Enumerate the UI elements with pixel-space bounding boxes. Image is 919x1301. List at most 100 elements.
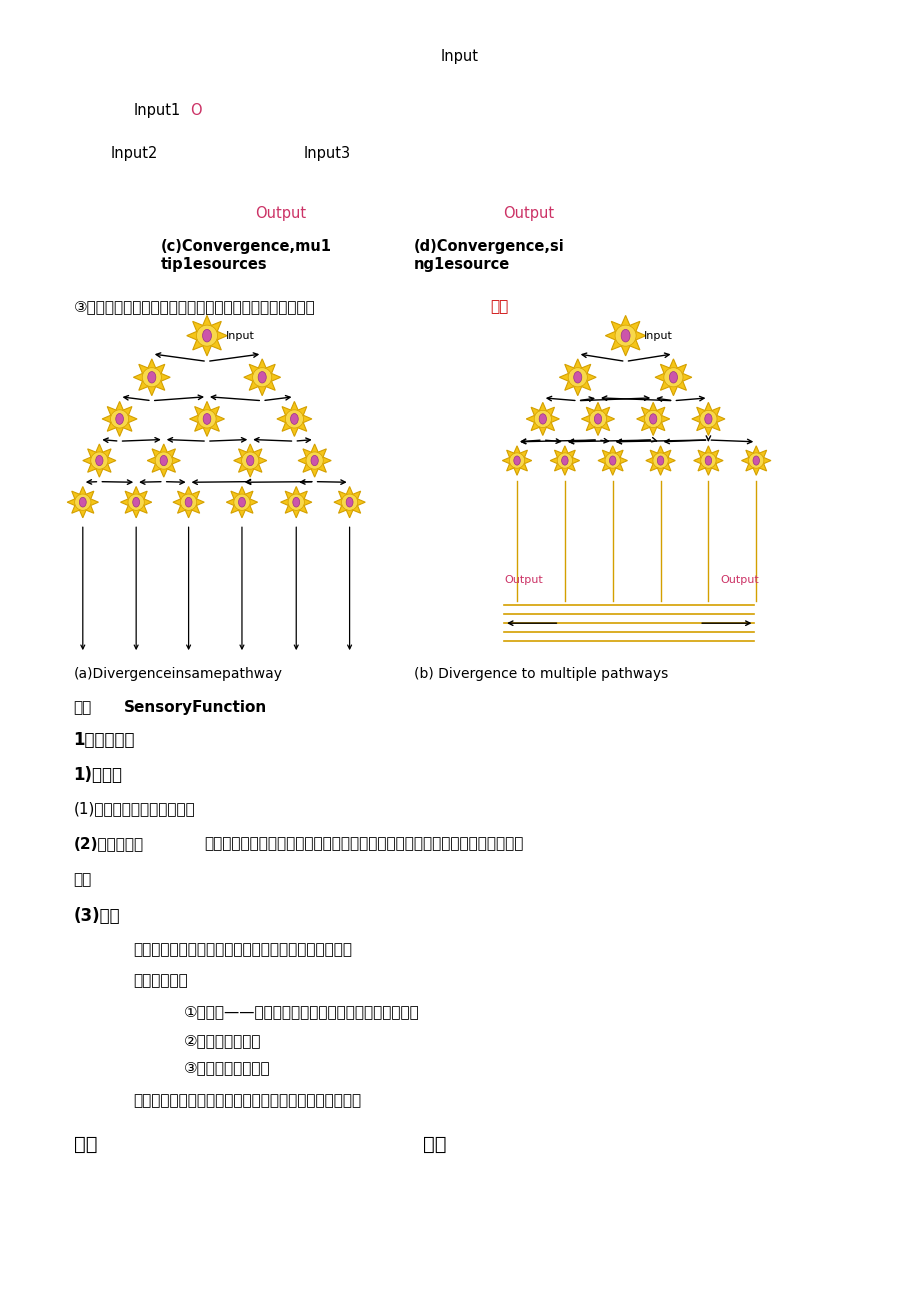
- Polygon shape: [187, 315, 227, 356]
- Polygon shape: [334, 487, 365, 518]
- Circle shape: [96, 455, 103, 466]
- Ellipse shape: [568, 368, 586, 386]
- Polygon shape: [550, 446, 579, 475]
- Polygon shape: [233, 444, 267, 477]
- Polygon shape: [502, 446, 531, 475]
- Text: (b) Divergence to multiple pathways: (b) Divergence to multiple pathways: [414, 667, 667, 682]
- Polygon shape: [298, 444, 331, 477]
- Text: 1)浅感觉: 1)浅感觉: [74, 766, 122, 785]
- Polygon shape: [280, 487, 312, 518]
- Ellipse shape: [306, 451, 323, 470]
- Polygon shape: [581, 402, 614, 436]
- Circle shape: [539, 414, 546, 424]
- Circle shape: [346, 497, 353, 507]
- Text: (a)Divergenceinsamepathway: (a)Divergenceinsamepathway: [74, 667, 282, 682]
- Circle shape: [148, 372, 155, 382]
- Ellipse shape: [91, 451, 108, 470]
- Circle shape: [752, 455, 759, 466]
- Ellipse shape: [644, 410, 661, 428]
- Circle shape: [116, 414, 123, 424]
- Ellipse shape: [652, 453, 667, 468]
- Text: Input3: Input3: [303, 146, 350, 161]
- Text: (1)定义：痛、温、触、压觉: (1)定义：痛、温、触、压觉: [74, 801, 195, 817]
- Ellipse shape: [341, 494, 357, 510]
- Ellipse shape: [198, 410, 216, 428]
- Ellipse shape: [699, 410, 716, 428]
- Ellipse shape: [589, 410, 606, 428]
- Polygon shape: [226, 487, 257, 518]
- Polygon shape: [189, 402, 224, 436]
- Text: ②没有特异性刺激: ②没有特异性刺激: [184, 1033, 261, 1049]
- Text: ③分散：一个神经元将信息传递给多个神经元，导致信息的: ③分散：一个神经元将信息传递给多个神经元，导致信息的: [74, 299, 315, 315]
- Text: 三、: 三、: [74, 700, 92, 716]
- Ellipse shape: [534, 410, 550, 428]
- Polygon shape: [741, 446, 770, 475]
- Ellipse shape: [155, 451, 172, 470]
- Polygon shape: [645, 446, 675, 475]
- Circle shape: [594, 414, 601, 424]
- Circle shape: [202, 329, 211, 342]
- Text: Input: Input: [643, 330, 672, 341]
- Polygon shape: [67, 487, 98, 518]
- Circle shape: [669, 372, 676, 382]
- Text: Input2: Input2: [110, 146, 157, 161]
- Text: Input1: Input1: [133, 103, 180, 118]
- Polygon shape: [102, 402, 137, 436]
- Polygon shape: [597, 446, 627, 475]
- Text: SensoryFunction: SensoryFunction: [124, 700, 267, 716]
- Circle shape: [649, 414, 656, 424]
- Circle shape: [203, 414, 210, 424]
- Ellipse shape: [74, 494, 91, 510]
- Ellipse shape: [748, 453, 763, 468]
- Ellipse shape: [605, 453, 619, 468]
- Circle shape: [704, 414, 711, 424]
- Circle shape: [704, 455, 711, 466]
- Circle shape: [292, 497, 300, 507]
- Text: 异。: 异。: [74, 872, 92, 887]
- Polygon shape: [605, 315, 645, 356]
- Ellipse shape: [664, 368, 682, 386]
- Ellipse shape: [197, 325, 217, 346]
- Text: (c)Convergence,mu1
tip1esources: (c)Convergence,mu1 tip1esources: [161, 239, 332, 272]
- Ellipse shape: [242, 451, 258, 470]
- Text: 放大: 放大: [490, 299, 508, 315]
- Polygon shape: [147, 444, 180, 477]
- Ellipse shape: [509, 453, 524, 468]
- Ellipse shape: [615, 325, 635, 346]
- Text: (2)两点辨别：: (2)两点辨别：: [74, 837, 143, 852]
- Polygon shape: [244, 359, 280, 396]
- Text: 快痛: 快痛: [74, 1134, 97, 1154]
- Polygon shape: [120, 487, 152, 518]
- Circle shape: [573, 372, 581, 382]
- Circle shape: [311, 455, 318, 466]
- Circle shape: [513, 455, 520, 466]
- Text: Input: Input: [440, 49, 479, 65]
- Text: Output: Output: [720, 575, 758, 585]
- Text: (d)Convergence,si
ng1esource: (d)Convergence,si ng1esource: [414, 239, 564, 272]
- Polygon shape: [133, 359, 170, 396]
- Text: O: O: [190, 103, 202, 118]
- Text: Output: Output: [255, 206, 306, 221]
- Circle shape: [160, 455, 167, 466]
- Ellipse shape: [180, 494, 197, 510]
- Polygon shape: [83, 444, 116, 477]
- Text: ③基本没有适应现象: ③基本没有适应现象: [184, 1060, 270, 1076]
- Text: 感受器：痛觉感受器，即裸露神经末梢、慢适应感受器: 感受器：痛觉感受器，即裸露神经末梢、慢适应感受器: [133, 942, 352, 958]
- Circle shape: [620, 329, 630, 342]
- Text: Output: Output: [503, 206, 554, 221]
- Polygon shape: [526, 402, 559, 436]
- Text: ①多样性——各种刺激类型达到阈値后都可以引起痛觉: ①多样性——各种刺激类型达到阈値后都可以引起痛觉: [184, 1004, 419, 1020]
- Ellipse shape: [288, 494, 304, 510]
- Circle shape: [185, 497, 192, 507]
- Text: 1、躯体感受: 1、躯体感受: [74, 731, 135, 749]
- Ellipse shape: [142, 368, 161, 386]
- Text: 分类：分为慢痛和快痛，一般痛觉是两种痛觉的合并作用: 分类：分为慢痛和快痛，一般痛觉是两种痛觉的合并作用: [133, 1093, 361, 1108]
- Ellipse shape: [233, 494, 250, 510]
- Text: 人体能分辨出是一个刺激还是两个刺激的最小点间距。有个体差异和身体部位差: 人体能分辨出是一个刺激还是两个刺激的最小点间距。有个体差异和身体部位差: [204, 837, 523, 852]
- Text: Output: Output: [504, 575, 542, 585]
- Text: 慢痛: 慢痛: [423, 1134, 447, 1154]
- Circle shape: [132, 497, 140, 507]
- Polygon shape: [636, 402, 669, 436]
- Circle shape: [258, 372, 266, 382]
- Text: Input: Input: [225, 330, 254, 341]
